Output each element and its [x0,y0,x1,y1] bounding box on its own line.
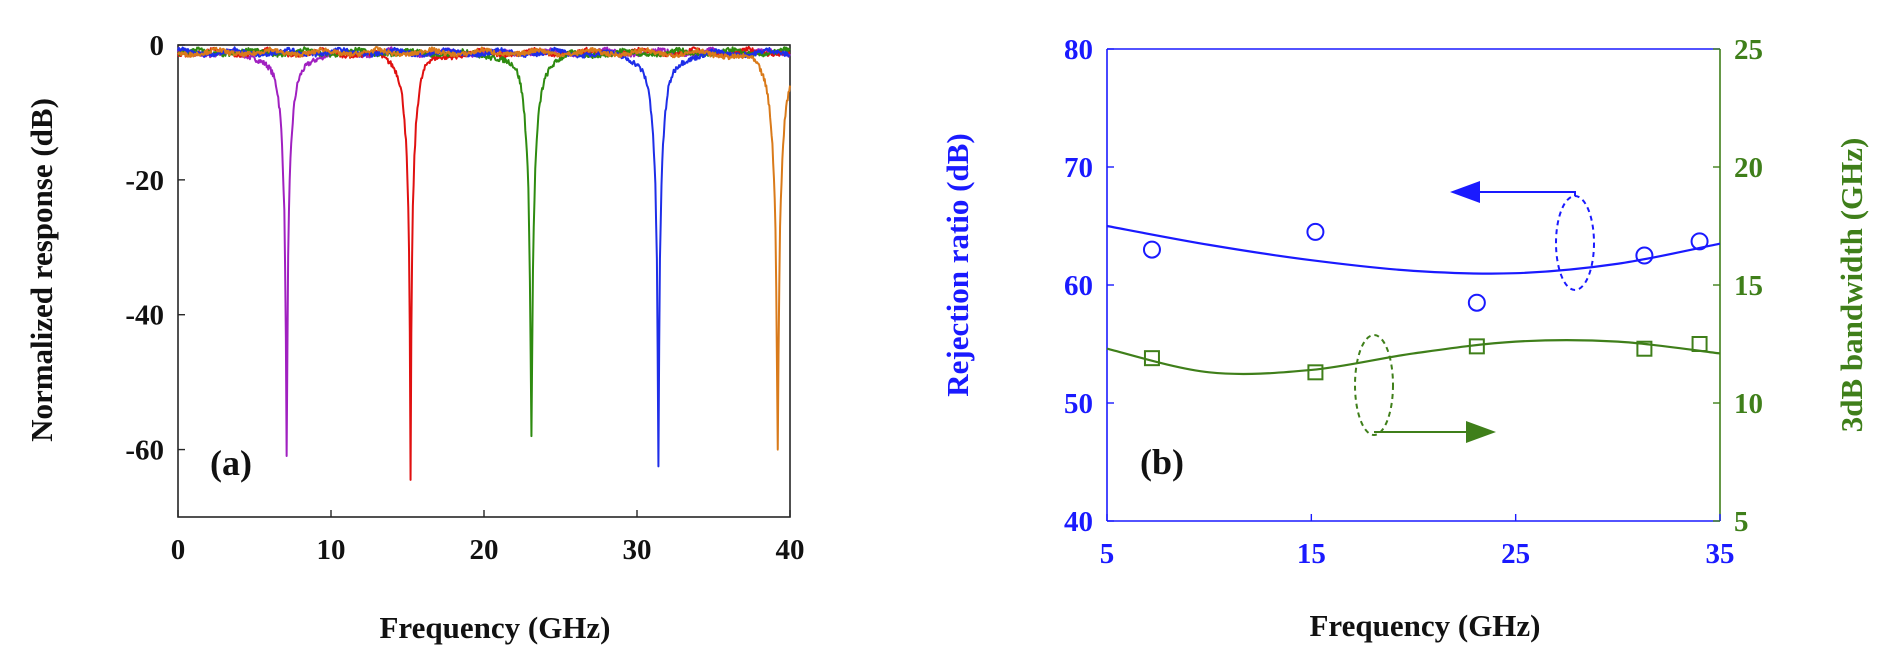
panel-a-ytick-label: -20 [125,165,164,197]
bandwidth-point [1468,338,1485,355]
panel-a-xtick-label: 10 [317,534,346,566]
bandwidth-ellipse [1354,334,1394,436]
panel-a-series-line [177,46,791,457]
rejection-ratio-point [1467,293,1486,312]
panel-a-series-line [177,46,791,451]
panel-a-xtick-label: 30 [623,534,652,566]
panel-a-xtick-label: 0 [171,534,186,566]
bandwidth-arrow-head [1466,421,1496,443]
panel-a: 0 10 20 30 40 0 -20 -40 -60 (a) Frequency (GHz)… [24,30,805,645]
panel-b-right-tick-label: 20 [1734,152,1763,184]
panel-b-right-ylabel: 3dB bandwidth (GHz) [1834,138,1869,433]
bandwidth-point [1307,364,1324,381]
panel-a-series-line [177,46,791,438]
panel-b-left-tick-label: 60 [1064,270,1093,302]
panel-b-right-tick-label: 25 [1734,34,1763,66]
rejection-ratio-point [1635,246,1654,265]
panel-a-label: (a) [210,443,252,483]
panel-b-left-tick-label: 80 [1064,34,1093,66]
panel-a-series-line [177,45,791,481]
bandwidth-point [1691,336,1708,352]
panel-b-series [1106,222,1721,381]
panel-a-ytick-label: -60 [125,435,164,467]
rejection-ratio-point [1142,240,1161,259]
panel-b-xtick-label: 35 [1706,538,1735,570]
panel-b-ticks: 5 15 25 35 40 50 60 70 80 5 10 15 20 25 [1064,34,1763,570]
panel-b-left-tick-label: 70 [1064,152,1093,184]
panel-a-xtick-label: 40 [776,534,805,566]
panel-b-xlabel: Frequency (GHz) [1309,608,1540,643]
panel-a-ytick-label: 0 [150,30,165,62]
panel-a-xticks: 0 10 20 30 40 [171,510,805,566]
panel-b-xtick-label: 5 [1100,538,1115,570]
panel-b-right-tick-label: 15 [1734,270,1763,302]
panel-b-right-tick-label: 5 [1734,506,1749,538]
panel-b-left-tick-label: 40 [1064,506,1093,538]
rejection-arrow-line [1478,191,1576,196]
panel-b-label: (b) [1140,442,1184,482]
bandwidth-point [1143,350,1160,367]
panel-a-ylabel: Normalized response (dB) [24,98,59,442]
panel-a-ytick-label: -40 [125,300,164,332]
panel-b: 5 15 25 35 40 50 60 70 80 5 10 15 20 25 (b) Frequency… [940,34,1869,643]
panel-a-xtick-label: 20 [470,534,499,566]
panel-a-series [177,45,791,481]
panel-b-fit-curve [1106,224,1721,275]
panel-b-xtick-label: 25 [1501,538,1530,570]
panel-a-yticks: 0 -20 -40 -60 [125,30,185,467]
rejection-ratio-point [1690,232,1709,251]
panel-b-fit-curve [1106,339,1721,376]
panel-b-left-tick-label: 50 [1064,388,1093,420]
bandwidth-point [1636,340,1653,357]
panel-b-right-tick-label: 10 [1734,388,1763,420]
rejection-arrow-head [1450,181,1480,203]
rejection-ellipse [1555,195,1595,291]
rejection-ratio-point [1306,222,1325,241]
panel-a-frame [177,44,791,518]
panel-b-xtick-label: 15 [1297,538,1326,570]
panel-a-xlabel: Frequency (GHz) [379,610,610,645]
panel-a-series-line [177,46,791,468]
panel-b-left-ylabel: Rejection ratio (dB) [940,133,975,396]
